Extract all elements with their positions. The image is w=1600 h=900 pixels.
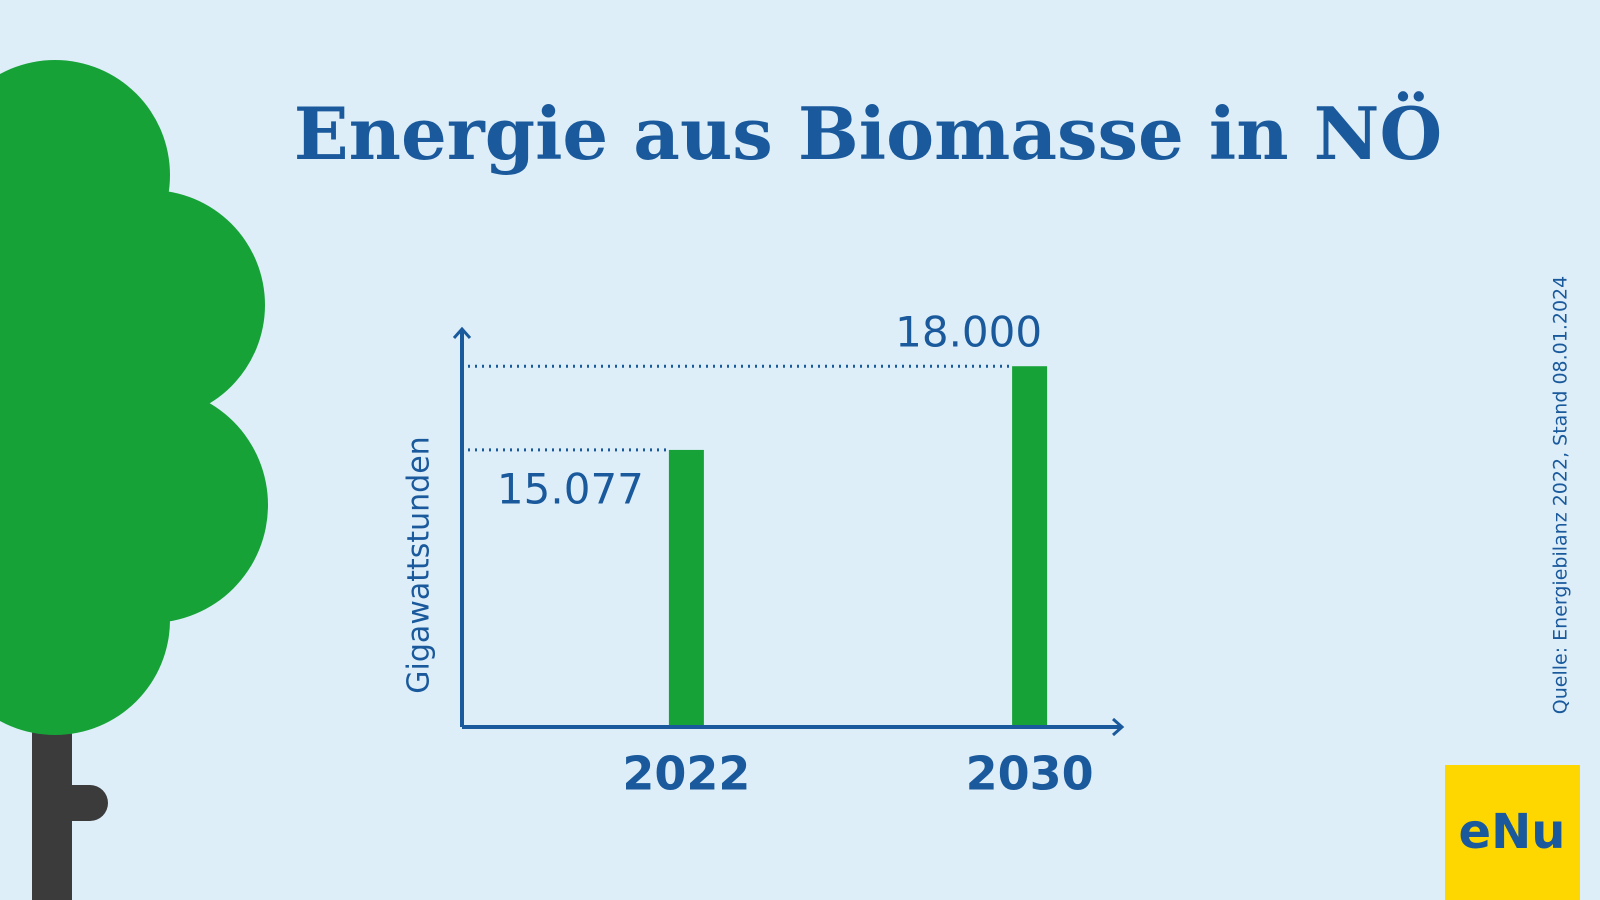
y-axis-label: Gigawattstunden [402,436,437,693]
value-label: 18.000 [895,308,1042,357]
logo-text: eNu [1459,804,1566,860]
logo: eNu [1445,765,1580,900]
bar [668,449,704,725]
source: Quelle: Energiebilanz 2022, Stand 08.01.… [1550,276,1572,714]
x-tick-label: 2022 [622,747,750,801]
y-axis-arrow [452,326,472,339]
bar [1012,366,1048,725]
chart-title: Energie aus Biomasse in NÖ [294,90,1442,176]
value-label: 15.077 [497,464,644,513]
x-tick-label: 2030 [966,747,1094,801]
tree [0,60,268,900]
x-axis-arrow [1112,717,1125,737]
